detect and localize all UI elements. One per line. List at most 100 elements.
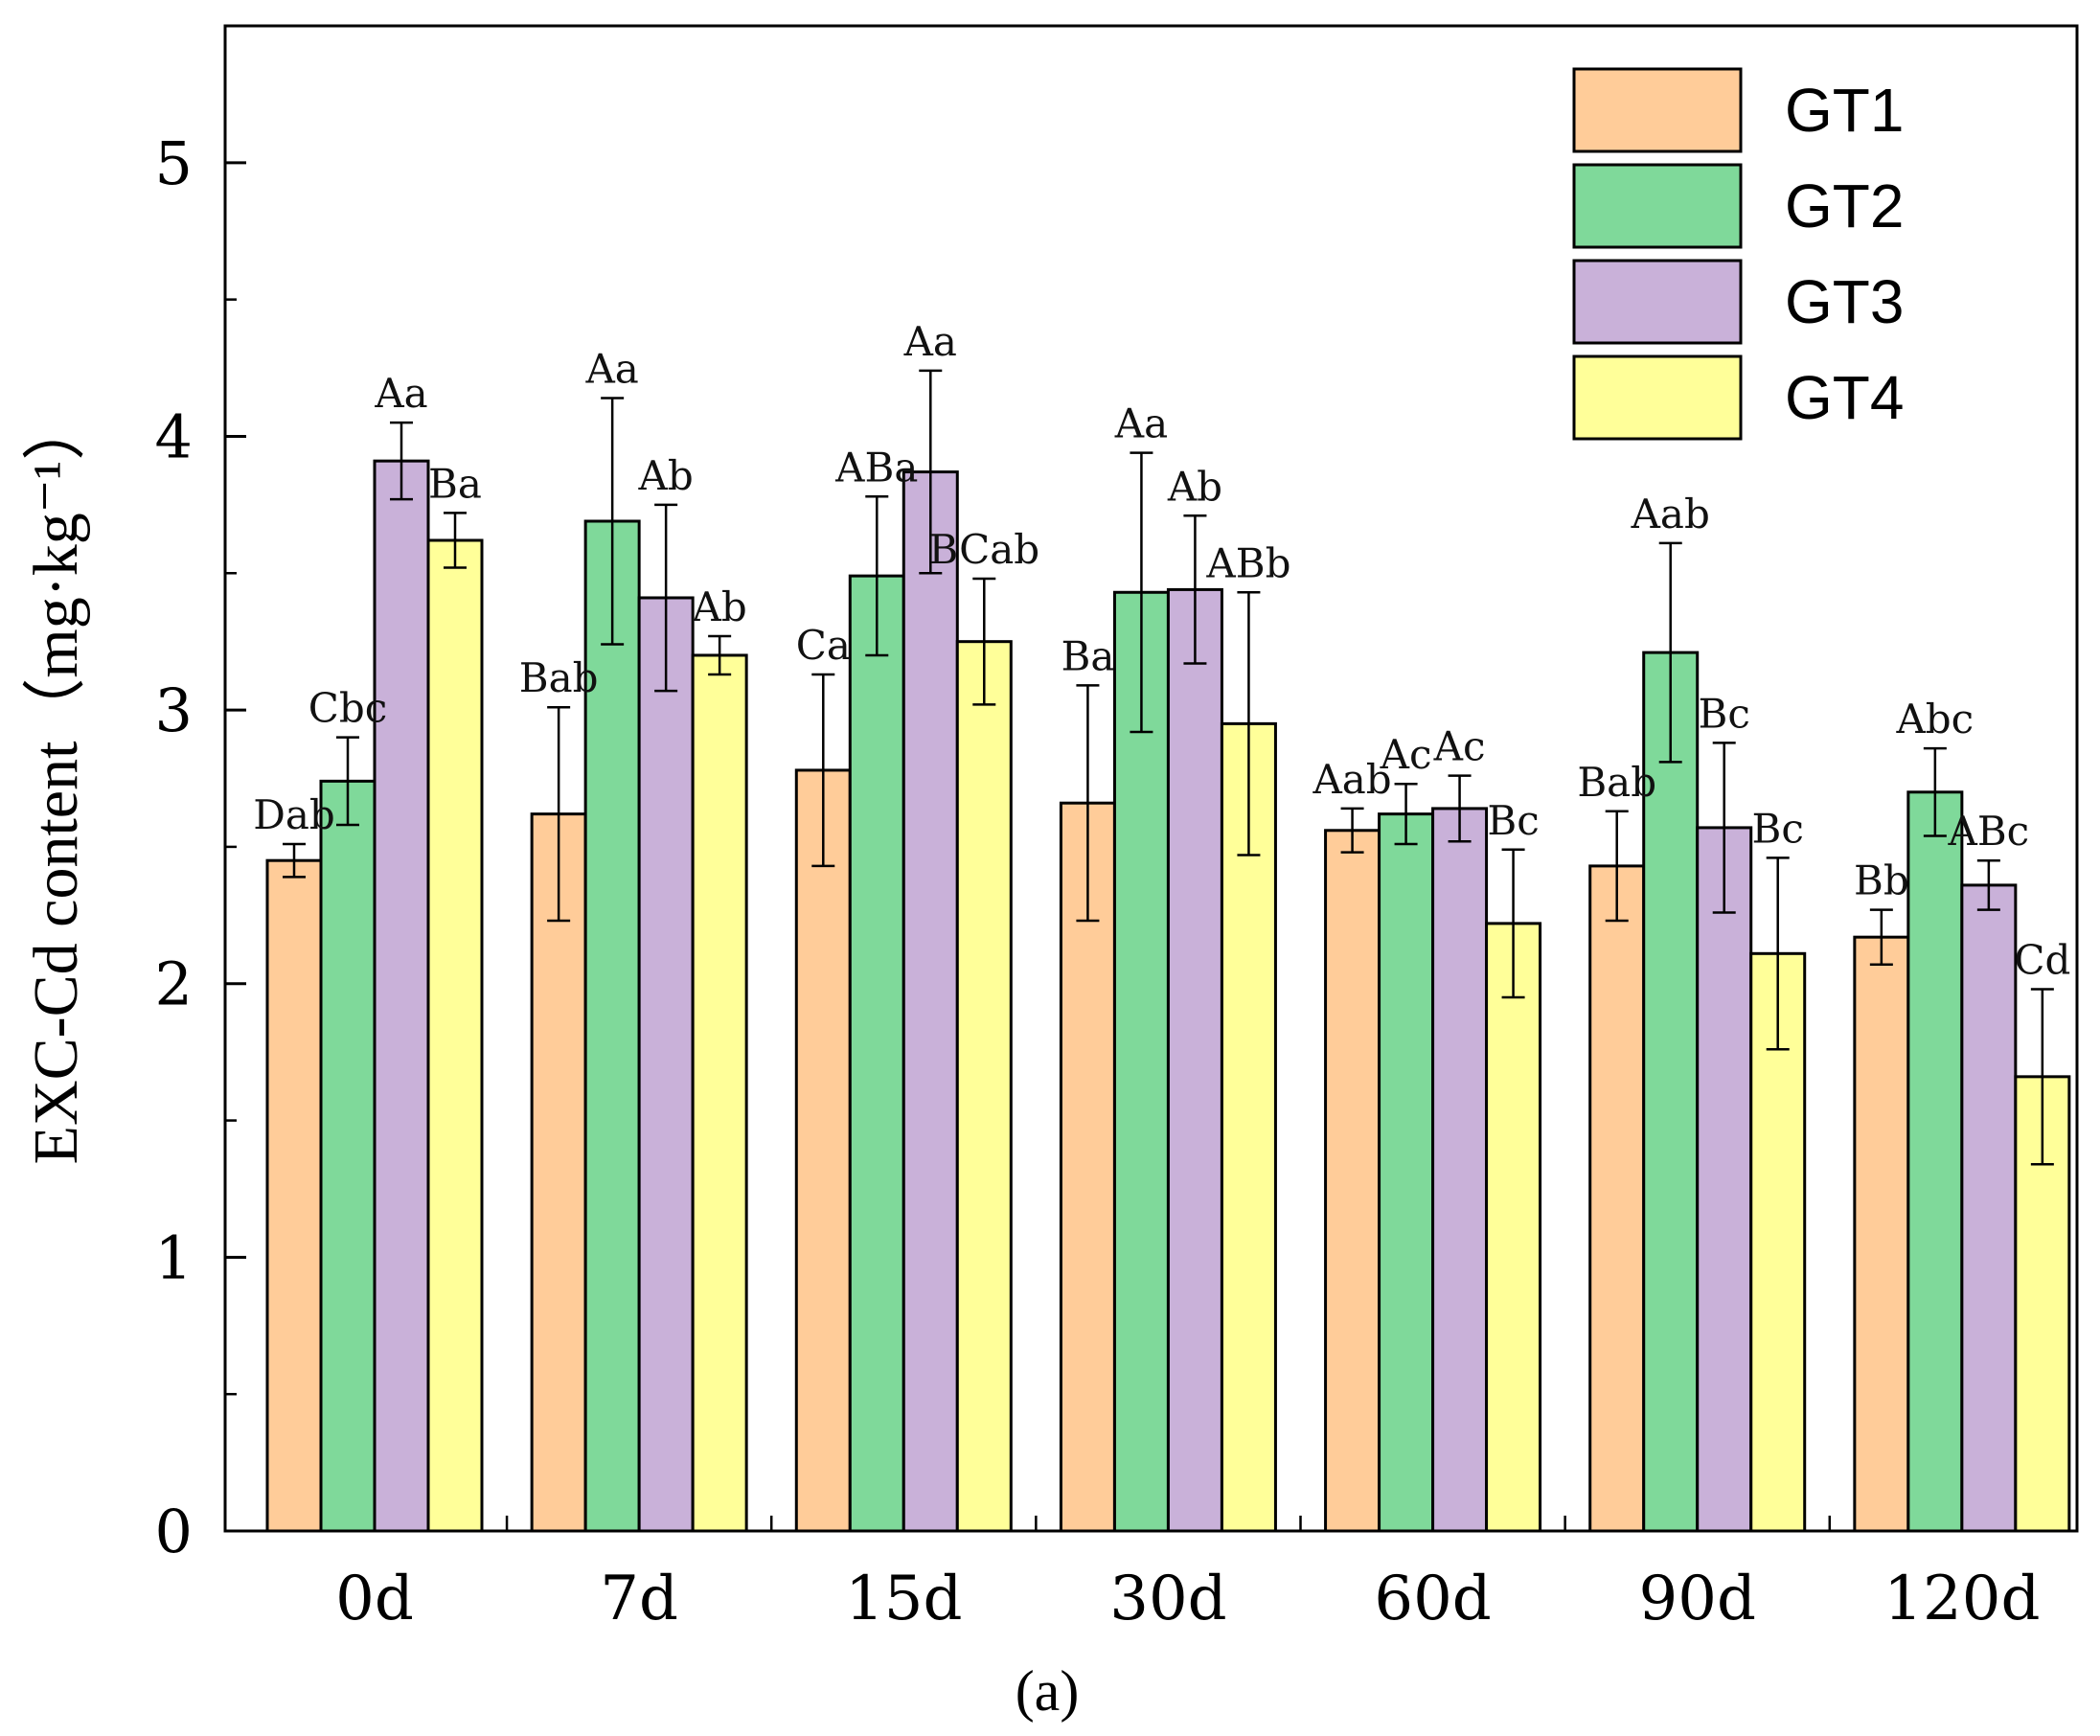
significance-label-gt3-30d: Ab — [1167, 463, 1222, 510]
error-bar-gt1-90d — [1605, 810, 1629, 923]
y-tick-label: 3 — [155, 675, 193, 745]
bar-gt3-120d — [1960, 883, 2018, 1533]
error-bar-gt1-120d — [1869, 908, 1893, 966]
legend-label-gt4: GT4 — [1785, 363, 1904, 432]
x-tick-label-15d: 15d — [845, 1564, 962, 1634]
y-tick-label: 2 — [155, 949, 193, 1019]
significance-label-gt3-60d: Ac — [1433, 723, 1486, 770]
significance-label-gt4-120d: Cd — [2014, 936, 2070, 983]
error-bar-gt3-60d — [1448, 774, 1472, 843]
bar-gt2-60d — [1378, 812, 1435, 1533]
error-bar-gt4-15d — [972, 577, 996, 706]
error-bar-gt2-120d — [1923, 746, 1947, 837]
legend-label-gt1: GT1 — [1785, 76, 1904, 145]
error-bar-gt1-15d — [811, 673, 835, 868]
bar-gt3-90d — [1696, 826, 1753, 1533]
plot-frame — [223, 24, 2079, 1533]
error-bar-gt4-0d — [444, 512, 467, 569]
error-bar-gt3-30d — [1183, 514, 1207, 665]
error-bar-gt4-120d — [2030, 988, 2054, 1166]
legend-swatch-gt4 — [1572, 354, 1743, 441]
error-bar-gt1-7d — [547, 705, 571, 923]
x-tick-label-7d: 7d — [600, 1564, 678, 1634]
significance-label-gt4-0d: Ba — [428, 460, 482, 507]
x-tick-label-30d: 30d — [1109, 1564, 1226, 1634]
significance-label-gt2-90d: Aab — [1631, 491, 1710, 537]
bar-gt4-7d — [691, 653, 748, 1533]
bar-gt1-60d — [1324, 829, 1381, 1533]
error-bar-gt2-60d — [1394, 782, 1418, 846]
legend-label-gt2: GT2 — [1785, 171, 1904, 240]
bar-gt4-120d — [2014, 1075, 2071, 1533]
bar-gt3-60d — [1431, 807, 1489, 1533]
bar-gt3-0d — [373, 459, 430, 1533]
bar-gt1-0d — [265, 858, 323, 1533]
error-bar-gt2-90d — [1658, 541, 1682, 764]
legend-swatch-gt1 — [1572, 67, 1743, 153]
significance-label-gt1-90d: Bab — [1577, 759, 1656, 806]
x-tick-label-60d: 60d — [1374, 1564, 1491, 1634]
error-bar-gt1-30d — [1076, 684, 1100, 923]
error-bar-gt3-7d — [654, 503, 678, 693]
significance-label-gt2-0d: Cbc — [308, 685, 388, 732]
bar-gt4-60d — [1485, 922, 1542, 1533]
y-tick-label: 0 — [155, 1496, 193, 1566]
significance-label-gt3-90d: Bc — [1699, 690, 1750, 737]
legend-swatch-gt2 — [1572, 163, 1743, 249]
significance-label-gt2-30d: Aa — [1114, 400, 1168, 447]
significance-label-gt1-7d: Bab — [519, 654, 599, 701]
significance-label-gt1-60d: Aab — [1312, 756, 1391, 803]
error-bar-gt3-90d — [1712, 742, 1736, 914]
significance-label-gt1-15d: Ca — [796, 622, 851, 669]
bar-gt2-120d — [1906, 790, 1964, 1533]
bar-gt2-30d — [1112, 590, 1170, 1533]
bar-gt1-15d — [794, 768, 852, 1533]
x-tick-label-0d: 0d — [335, 1564, 414, 1634]
error-bar-gt4-60d — [1501, 848, 1525, 999]
error-bar-gt2-0d — [336, 736, 359, 827]
bar-gt4-15d — [955, 640, 1013, 1533]
error-bar-gt1-60d — [1340, 807, 1364, 854]
y-tick-label: 5 — [155, 128, 193, 198]
panel-label: (a) — [1016, 1659, 1080, 1723]
bar-gt2-15d — [848, 574, 905, 1533]
significance-label-gt1-30d: Ba — [1061, 632, 1114, 679]
error-bar-gt3-0d — [390, 421, 413, 501]
significance-label-gt4-30d: ABb — [1205, 539, 1290, 586]
error-bar-gt4-7d — [708, 634, 732, 676]
error-bar-gt2-7d — [601, 397, 625, 646]
x-tick-label-90d: 90d — [1639, 1564, 1756, 1634]
bar-gt3-15d — [902, 470, 959, 1533]
significance-label-gt4-15d: BCab — [928, 526, 1039, 573]
significance-label-gt4-60d: Bc — [1487, 797, 1539, 844]
significance-label-gt4-90d: Bc — [1752, 805, 1804, 852]
bar-gt4-0d — [426, 538, 484, 1533]
y-tick-label: 1 — [155, 1222, 193, 1292]
y-axis-title: EXC-Cd content（mg·kg⁻¹） — [21, 398, 91, 1165]
legend-swatch-gt3 — [1572, 259, 1743, 345]
significance-label-gt2-60d: Ac — [1380, 731, 1432, 778]
bar-gt1-90d — [1588, 864, 1646, 1533]
bar-gt1-120d — [1853, 935, 1910, 1533]
x-tick-label-120d: 120d — [1883, 1564, 2040, 1634]
error-bar-gt2-15d — [865, 495, 889, 657]
significance-label-gt2-120d: Abc — [1895, 696, 1974, 742]
significance-label-gt2-7d: Aa — [584, 345, 638, 392]
error-bar-gt4-90d — [1766, 857, 1790, 1051]
significance-label-gt3-0d: Aa — [374, 370, 427, 417]
bar-gt2-7d — [583, 519, 641, 1533]
error-bar-gt3-120d — [1976, 858, 2000, 911]
significance-label-gt4-7d: Ab — [692, 583, 747, 630]
significance-label-gt3-15d: Aa — [903, 318, 957, 365]
y-tick-label: 4 — [155, 401, 193, 471]
legend-label-gt3: GT3 — [1785, 267, 1904, 336]
significance-label-gt1-120d: Bb — [1854, 857, 1909, 904]
bar-gt2-0d — [319, 779, 377, 1533]
bar-gt3-7d — [637, 596, 695, 1533]
error-bar-gt4-30d — [1237, 591, 1261, 857]
bar-gt3-30d — [1166, 587, 1223, 1533]
error-bar-gt1-0d — [283, 842, 306, 879]
significance-label-gt2-15d: ABa — [834, 444, 918, 491]
significance-label-gt3-7d: Ab — [638, 452, 694, 499]
